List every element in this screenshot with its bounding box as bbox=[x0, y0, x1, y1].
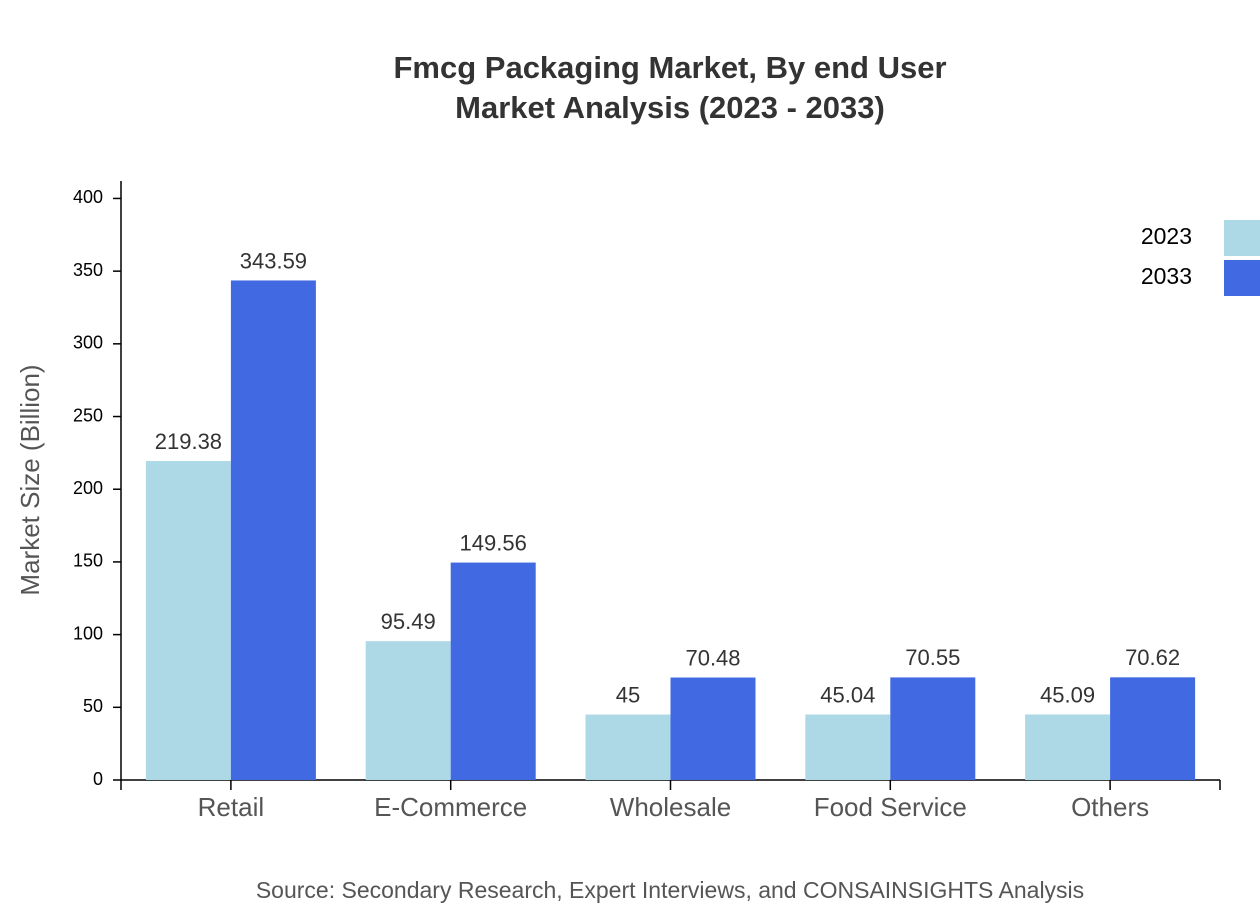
value-label: 70.62 bbox=[1125, 645, 1180, 670]
bar bbox=[145, 461, 231, 780]
y-tick-label: 300 bbox=[73, 333, 103, 353]
y-tick-label: 150 bbox=[73, 551, 103, 571]
value-label: 343.59 bbox=[240, 248, 307, 273]
x-tick-label: Others bbox=[1071, 792, 1149, 822]
y-tick-label: 400 bbox=[73, 187, 103, 207]
value-label: 70.55 bbox=[905, 645, 960, 670]
value-label: 70.48 bbox=[685, 645, 740, 670]
x-tick-label: E-Commerce bbox=[374, 792, 527, 822]
x-tick-label: Retail bbox=[198, 792, 264, 822]
bar bbox=[1110, 677, 1196, 780]
value-label: 219.38 bbox=[155, 429, 222, 454]
y-tick-label: 350 bbox=[73, 260, 103, 280]
y-axis-label: Market Size (Billion) bbox=[15, 364, 45, 595]
value-label: 45.09 bbox=[1040, 682, 1095, 707]
x-tick-label: Food Service bbox=[814, 792, 967, 822]
bar bbox=[365, 641, 451, 780]
value-label: 45.04 bbox=[820, 682, 875, 707]
bar bbox=[230, 280, 316, 780]
chart-title: Fmcg Packaging Market, By end User bbox=[393, 50, 946, 85]
chart-subtitle: Market Analysis (2023 - 2033) bbox=[455, 90, 885, 125]
value-label: 95.49 bbox=[381, 609, 436, 634]
x-tick-label: Wholesale bbox=[610, 792, 731, 822]
legend-swatch bbox=[1224, 260, 1260, 296]
bar bbox=[890, 677, 976, 780]
legend-swatch bbox=[1224, 220, 1260, 256]
bar bbox=[585, 714, 671, 780]
y-tick-label: 50 bbox=[83, 696, 103, 716]
y-tick-label: 200 bbox=[73, 478, 103, 498]
legend-label: 2023 bbox=[1141, 223, 1192, 249]
bar bbox=[450, 562, 536, 780]
y-tick-label: 250 bbox=[73, 405, 103, 425]
legend-label: 2033 bbox=[1141, 263, 1192, 289]
y-tick-label: 0 bbox=[93, 769, 103, 789]
value-label: 149.56 bbox=[460, 530, 527, 555]
value-label: 45 bbox=[616, 682, 640, 707]
source-note: Source: Secondary Research, Expert Inter… bbox=[256, 877, 1084, 903]
bar bbox=[805, 714, 891, 780]
y-tick-label: 100 bbox=[73, 623, 103, 643]
bar bbox=[670, 677, 756, 780]
bar bbox=[1025, 714, 1111, 780]
